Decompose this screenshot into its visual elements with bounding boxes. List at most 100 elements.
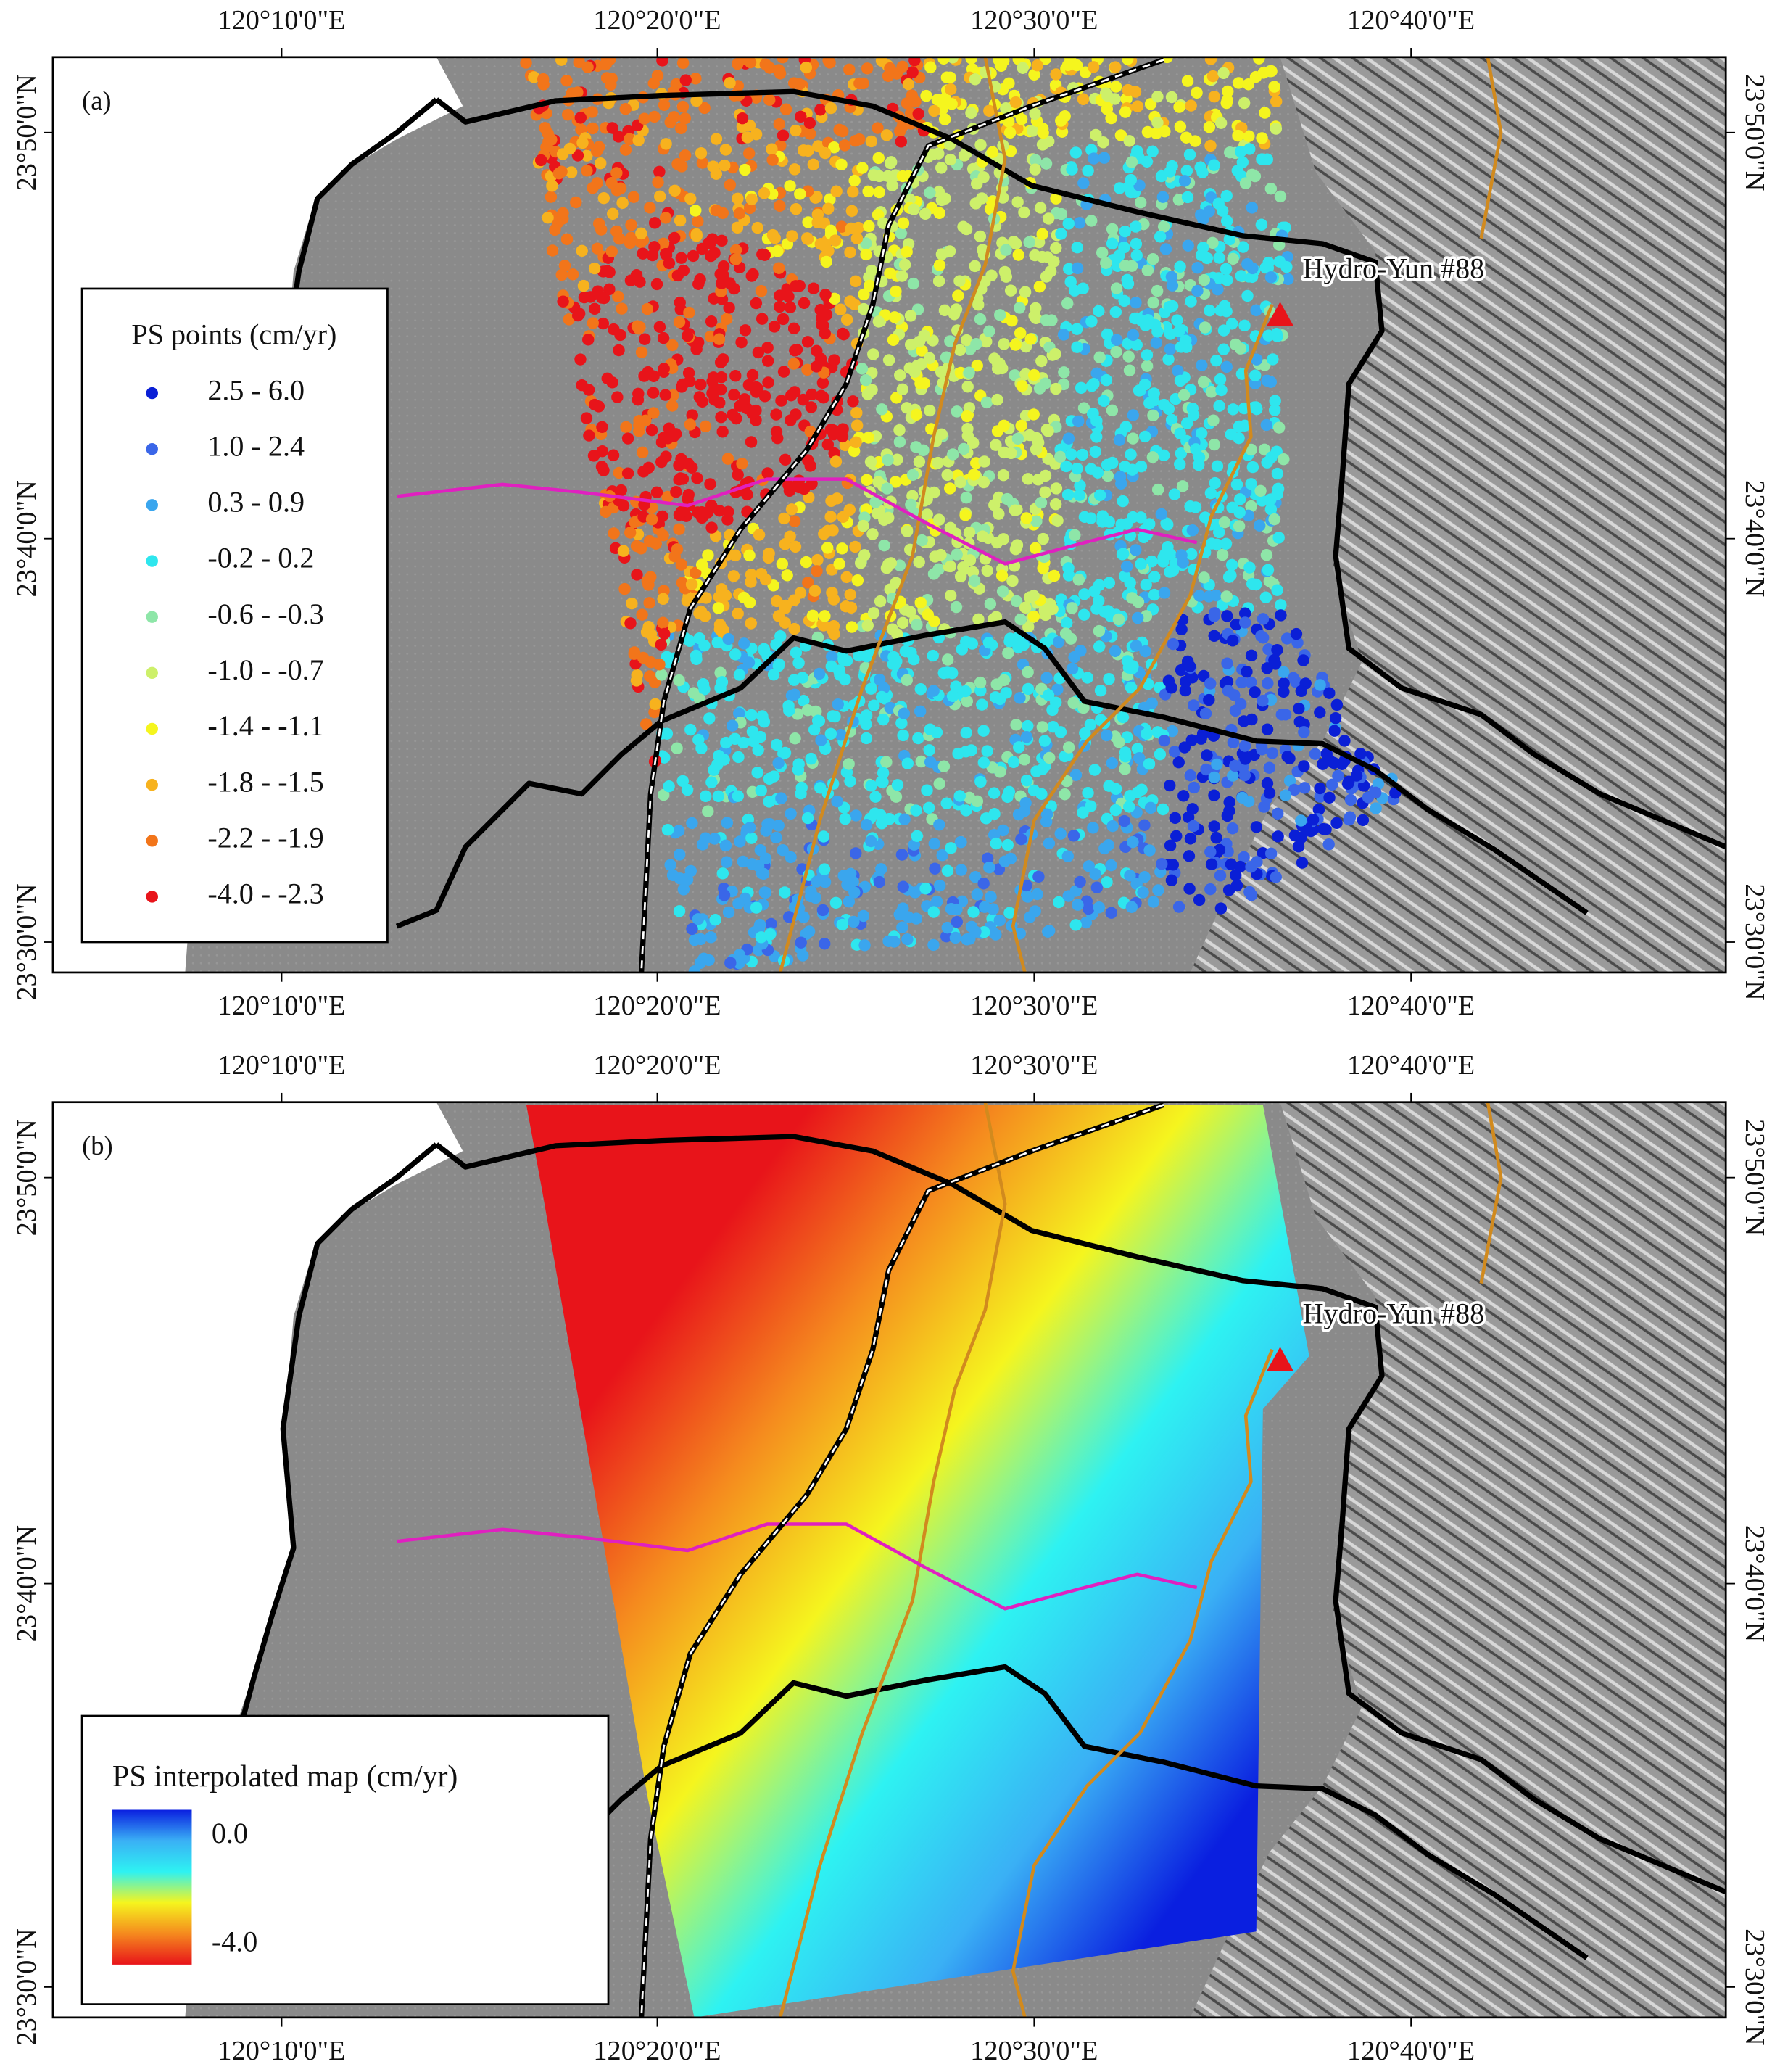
ps-point	[811, 565, 823, 577]
ps-point	[581, 165, 593, 177]
ps-point	[1122, 57, 1134, 65]
ps-point	[1125, 173, 1137, 186]
ps-point	[862, 432, 874, 444]
ps-point	[647, 77, 660, 90]
ps-point	[933, 259, 946, 271]
ps-point	[671, 269, 684, 282]
ps-point	[1103, 516, 1115, 528]
ps-point	[858, 549, 871, 561]
ps-point	[1101, 328, 1114, 341]
ps-point	[837, 327, 849, 340]
ps-point	[716, 426, 729, 438]
ps-point	[695, 147, 708, 160]
ps-point	[924, 61, 937, 73]
ps-point	[751, 767, 763, 779]
ps-point	[909, 95, 922, 108]
ps-point	[1208, 159, 1220, 171]
ps-point	[723, 302, 735, 314]
ps-point	[1290, 627, 1303, 640]
ps-point	[1143, 397, 1156, 410]
ps-point	[1261, 456, 1273, 469]
ps-point	[578, 291, 591, 304]
ps-point	[803, 117, 816, 130]
ps-point	[1177, 389, 1191, 402]
ps-point	[755, 285, 768, 297]
ps-point	[1029, 542, 1042, 555]
ps-point	[1141, 727, 1153, 740]
ps-point	[707, 160, 719, 173]
ps-point	[755, 931, 768, 944]
ps-point	[1250, 353, 1263, 366]
ps-point	[944, 482, 956, 495]
ps-point	[1131, 743, 1144, 755]
ps-point	[1241, 665, 1253, 678]
ps-point	[1256, 132, 1268, 144]
ps-point	[859, 373, 872, 387]
ps-point	[661, 727, 674, 740]
ps-point	[1218, 516, 1231, 529]
ps-point	[908, 57, 921, 67]
ps-point	[1171, 314, 1183, 326]
ps-point	[715, 410, 727, 424]
ps-point	[766, 143, 778, 155]
ps-point	[840, 600, 852, 613]
ps-point	[1199, 321, 1212, 334]
ps-point	[860, 248, 872, 261]
legend-colorbar	[112, 1809, 192, 1965]
ps-point	[1317, 758, 1329, 770]
ps-point	[1028, 368, 1040, 381]
ps-point	[960, 746, 972, 758]
ps-point	[676, 775, 689, 788]
ps-point	[748, 735, 760, 748]
legend-label: -4.0 - -2.3	[207, 878, 323, 910]
ps-point	[1057, 329, 1070, 341]
ps-point	[668, 430, 680, 442]
ps-point	[1014, 327, 1027, 339]
ps-point	[1122, 337, 1134, 350]
ps-point	[954, 476, 966, 489]
ps-point	[690, 73, 702, 85]
ps-point	[1029, 154, 1042, 166]
ps-point	[655, 638, 668, 651]
ps-point	[896, 170, 909, 183]
ps-point	[921, 508, 933, 521]
latitude-label: 23°50'0"N	[12, 1119, 42, 1236]
ps-point	[1293, 715, 1306, 728]
ps-point	[1226, 318, 1238, 330]
ps-point	[1234, 342, 1247, 355]
ps-point	[1250, 304, 1262, 317]
longitude-label: 120°40'0"E	[1347, 1050, 1475, 1081]
ps-point	[576, 244, 588, 257]
ps-point	[1195, 427, 1208, 439]
ps-point	[935, 248, 948, 260]
ps-point	[1117, 495, 1129, 508]
ps-point	[860, 819, 873, 831]
ps-point	[919, 882, 932, 895]
ps-point	[1208, 438, 1221, 451]
ps-point	[770, 638, 782, 651]
ps-point	[676, 160, 688, 173]
ps-point	[1024, 333, 1037, 345]
ps-point	[1072, 415, 1085, 428]
ps-point	[698, 102, 711, 115]
ps-point	[1061, 59, 1075, 71]
ps-point	[789, 540, 802, 553]
ps-point	[1022, 621, 1035, 633]
ps-point	[779, 886, 791, 899]
ps-point	[960, 727, 972, 739]
latitude-label: 23°40'0"N	[1739, 1525, 1770, 1642]
ps-point	[1141, 264, 1154, 276]
ps-point	[1183, 660, 1196, 673]
ps-point	[1138, 819, 1151, 832]
ps-point	[882, 354, 895, 366]
ps-point	[860, 732, 873, 745]
ps-point	[800, 556, 813, 569]
ps-point	[869, 791, 882, 803]
ps-point	[1023, 911, 1036, 923]
ps-point	[682, 367, 695, 379]
ps-point	[1069, 769, 1083, 781]
ps-point	[765, 917, 777, 930]
ps-point	[1208, 771, 1221, 784]
legend-swatch	[146, 611, 158, 623]
ps-point	[729, 648, 742, 661]
